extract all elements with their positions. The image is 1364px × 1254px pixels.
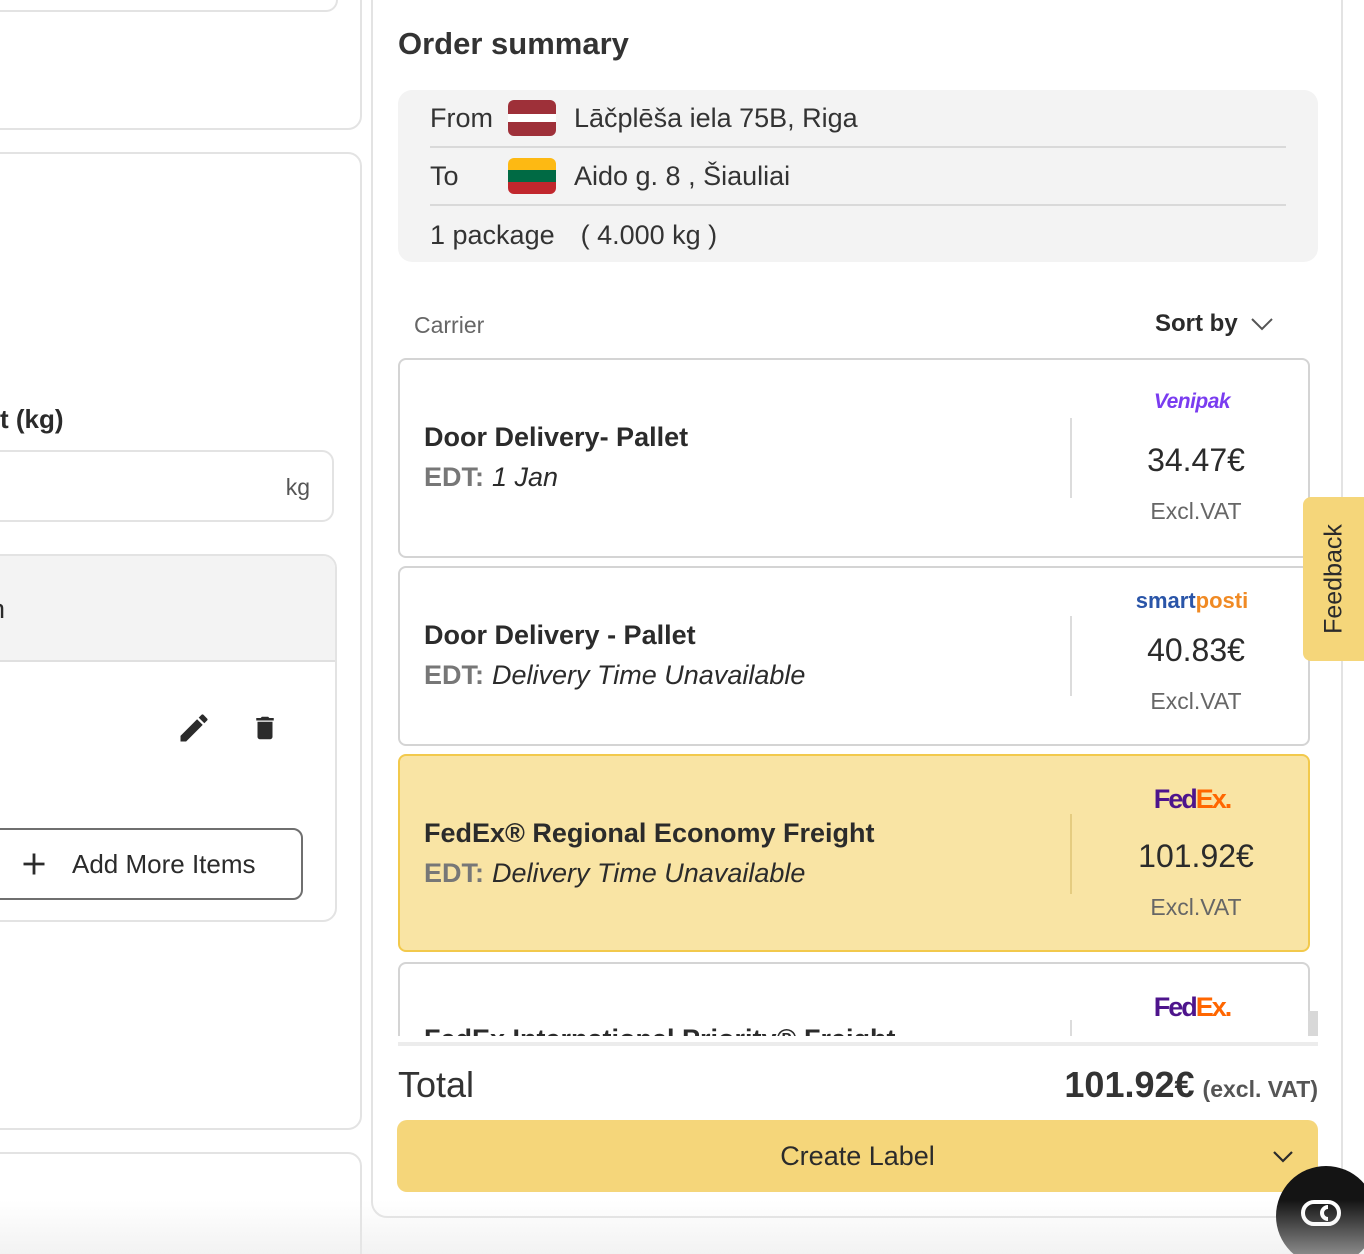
create-label-button[interactable]: Create Label	[397, 1120, 1318, 1192]
items-table: n	[0, 554, 337, 922]
weight-input[interactable]: kg	[0, 450, 334, 522]
fedex-logo-part-b: Ex.	[1195, 992, 1233, 1022]
weight-unit: kg	[285, 474, 310, 500]
carrier-column-header: Carrier	[414, 312, 485, 338]
plus-icon	[23, 853, 45, 875]
smartposti-logo-part-b: posti	[1195, 588, 1249, 613]
carrier-offer[interactable]: FedEx International Priority® Freight Fe…	[398, 962, 1310, 1036]
venipak-logo: Venipak	[1153, 390, 1231, 413]
fedex-logo-part-a: Fed	[1153, 784, 1198, 814]
items-header-text: n	[0, 594, 5, 625]
fedex-logo: FedEx.	[1072, 992, 1312, 1023]
weight-label: t (kg)	[0, 404, 64, 434]
offer-edt: EDT: Delivery Time Unavailable	[424, 660, 805, 691]
from-label: From	[430, 102, 493, 133]
feedback-tab[interactable]: Feedback	[1303, 497, 1364, 661]
offer-service-name: FedEx International Priority® Freight	[424, 1024, 895, 1036]
fedex-logo-part-a: Fed	[1153, 992, 1198, 1022]
total-label: Total	[398, 1064, 475, 1105]
fedex-logo: FedEx.	[1072, 784, 1312, 815]
offer-vat-note: Excl.VAT	[1150, 894, 1242, 920]
offer-divider	[1070, 418, 1072, 498]
latvia-flag-icon	[508, 100, 556, 136]
package-count: 1 package	[430, 219, 555, 250]
add-more-items-label: Add More Items	[72, 848, 256, 879]
route-to-row: To Aido g. 8 , Šiauliai	[430, 148, 1286, 206]
footer-divider	[398, 1042, 1318, 1046]
edt-label: EDT:	[424, 660, 484, 690]
from-address: Lāčplēša iela 75B, Riga	[574, 102, 858, 133]
smartposti-logo-part-a: smart	[1135, 588, 1196, 613]
smartposti-logo: smartposti	[1072, 588, 1312, 614]
route-summary: From Lāčplēša iela 75B, Riga To Aido g. …	[398, 90, 1318, 262]
package-row: 1 package ( 4.000 kg )	[430, 206, 1286, 264]
edt-value: Delivery Time Unavailable	[492, 858, 806, 888]
route-from-row: From Lāčplēša iela 75B, Riga	[430, 90, 1286, 148]
offer-service-name: Door Delivery- Pallet	[424, 422, 689, 452]
total-value: 101.92€ (excl. VAT)	[1064, 1064, 1318, 1106]
lithuania-flag-icon	[508, 158, 556, 194]
trash-icon[interactable]	[250, 710, 280, 746]
carrier-offer-selected[interactable]: FedEx® Regional Economy Freight EDT: Deli…	[398, 754, 1310, 952]
offer-price: 40.83€	[1147, 632, 1245, 668]
offer-divider	[1070, 814, 1072, 894]
feedback-label: Feedback	[1319, 524, 1347, 634]
top-form-card	[0, 0, 362, 130]
offer-divider	[1070, 1020, 1072, 1036]
top-input-field[interactable]	[0, 0, 338, 12]
offer-vat-note: Excl.VAT	[1150, 688, 1242, 714]
sort-by-dropdown[interactable]: Sort by	[1155, 310, 1274, 338]
edt-label: EDT:	[424, 462, 484, 492]
offer-edt: EDT: Delivery Time Unavailable	[424, 858, 805, 889]
to-label: To	[430, 160, 459, 191]
offer-price: 34.47€	[1147, 442, 1245, 478]
edt-value: Delivery Time Unavailable	[492, 660, 806, 690]
offer-price: 101.92€	[1138, 838, 1254, 874]
chat-bubble-icon	[1301, 1200, 1341, 1226]
sort-by-label: Sort by	[1155, 310, 1238, 337]
to-address: Aido g. 8 , Šiauliai	[574, 160, 791, 191]
order-summary-title: Order summary	[398, 26, 629, 61]
chevron-down-icon	[1250, 318, 1273, 331]
carrier-offer[interactable]: Door Delivery- Pallet EDT: 1 Jan Venipak …	[398, 358, 1310, 558]
offers-scrollbar[interactable]	[1308, 1011, 1318, 1036]
offer-service-name: Door Delivery - Pallet	[424, 620, 696, 650]
package-weight: ( 4.000 kg )	[580, 219, 718, 250]
chevron-down-icon[interactable]	[1272, 1150, 1294, 1164]
bottom-form-card	[0, 1152, 362, 1254]
carrier-offers-list[interactable]: Door Delivery- Pallet EDT: 1 Jan Venipak …	[396, 356, 1318, 1036]
edt-label: EDT:	[424, 858, 484, 888]
pencil-icon[interactable]	[176, 710, 212, 746]
add-more-items-button[interactable]: Add More Items	[0, 828, 303, 900]
carrier-offer[interactable]: Door Delivery - Pallet EDT: Delivery Time…	[398, 566, 1310, 746]
total-amount: 101.92€	[1064, 1064, 1195, 1105]
edt-value: 1 Jan	[492, 462, 559, 492]
offer-service-name: FedEx® Regional Economy Freight	[424, 818, 875, 848]
create-label-text: Create Label	[780, 1140, 935, 1171]
total-vat-note: (excl. VAT)	[1202, 1076, 1318, 1102]
fedex-logo-part-b: Ex.	[1195, 784, 1233, 814]
offer-vat-note: Excl.VAT	[1150, 498, 1242, 524]
offer-edt: EDT: 1 Jan	[424, 462, 558, 493]
items-table-header: n	[0, 556, 335, 662]
offer-divider	[1070, 616, 1072, 696]
